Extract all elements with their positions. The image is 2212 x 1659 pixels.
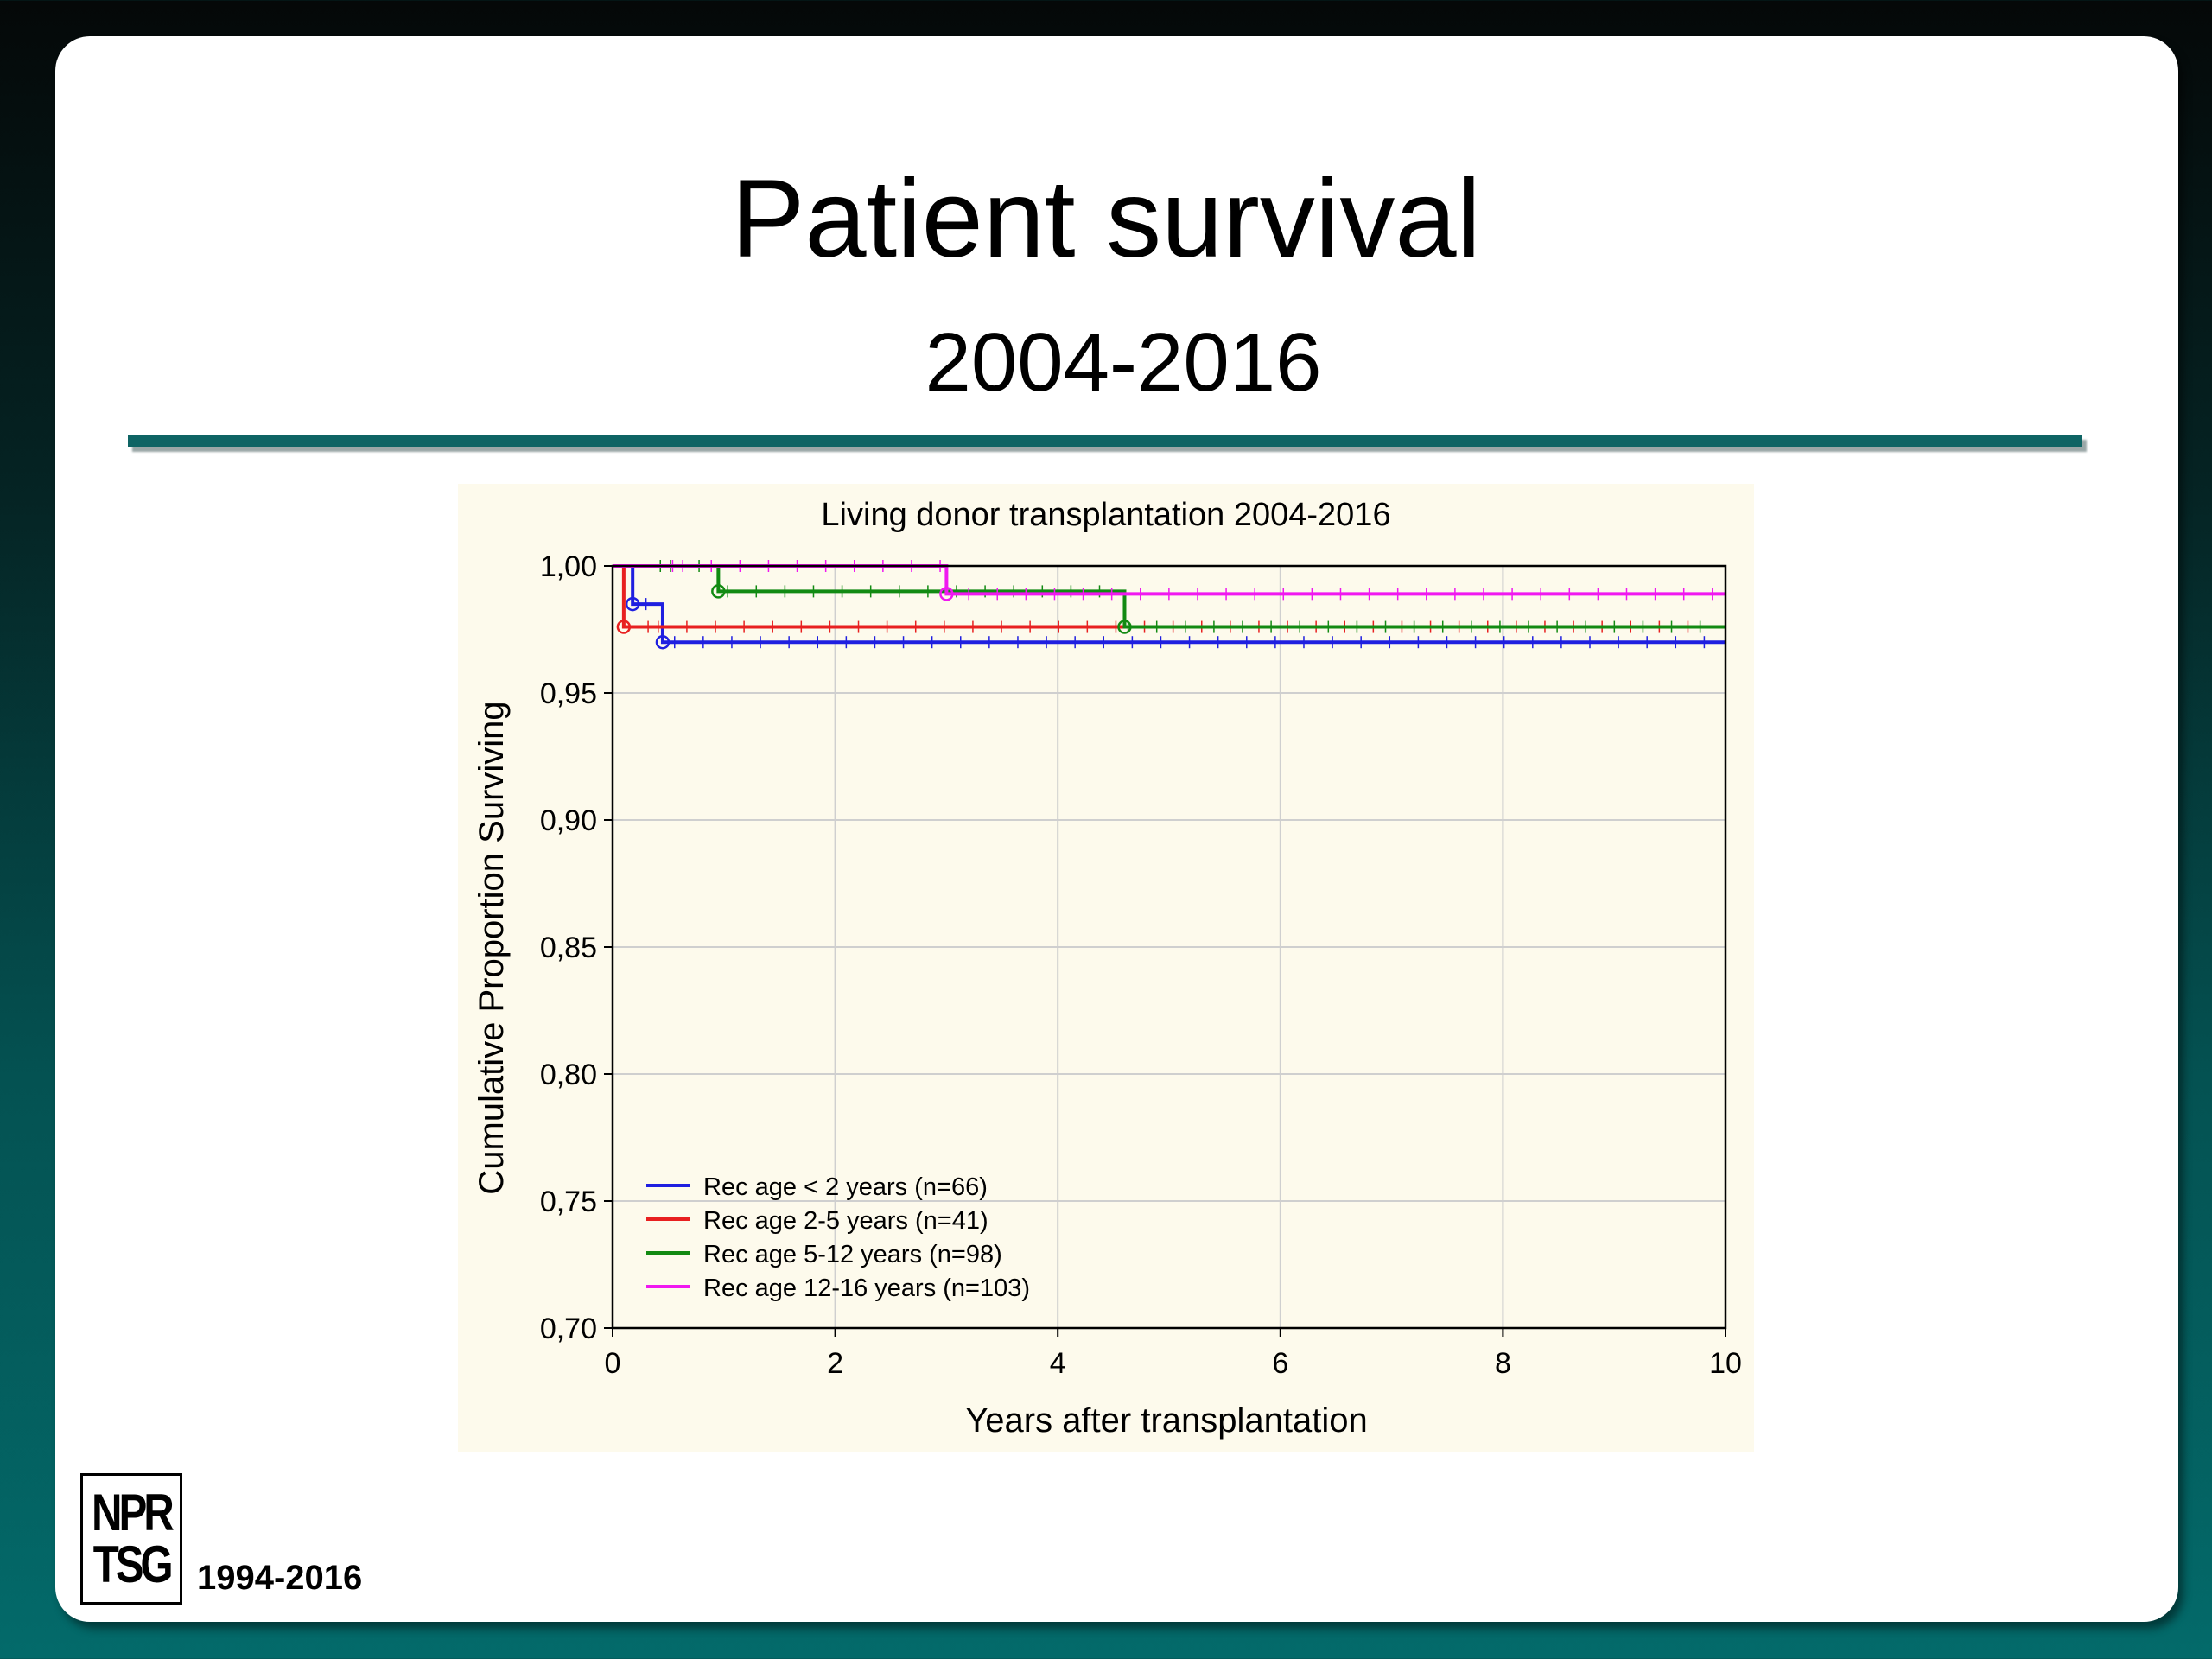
chart-title: Living donor transplantation 2004-2016 [821,497,1390,533]
legend: Rec age < 2 years (n=66) Rec age 2-5 year… [646,1173,1030,1302]
plot-frame [611,564,1727,1330]
survival-chart: Living donor transplantation 2004-2016 Y… [473,497,1742,1440]
event-marker [1117,620,1132,634]
y-tick-label: 0,85 [540,931,597,964]
y-tick-label: 1,00 [540,550,597,583]
y-axis-label: Cumulative Proportion Surviving [473,701,511,1194]
event-marker [711,584,726,599]
title-divider [128,435,2082,447]
logo-line-2: TSG [92,1535,174,1593]
series-lines [613,560,1726,650]
y-tick-label: 0,90 [540,804,597,837]
chart-panel: Living donor transplantation 2004-2016 Y… [458,484,1754,1452]
axis-ticks: 0 2 4 6 8 10 0,70 0,75 0,80 0,85 0,90 0,95 1,00 [540,550,1742,1380]
x-tick-label: 6 [1272,1347,1288,1380]
event-marker [655,634,671,650]
y-tick-label: 0,70 [540,1313,597,1345]
page-title: Patient survival [731,157,1481,281]
x-tick-label: 0 [605,1347,621,1380]
nprtsg-logo: NPR TSG [80,1473,182,1605]
x-axis-label: Years after transplantation [965,1402,1368,1440]
footer-years: 1994-2016 [197,1559,363,1597]
series-line [613,564,1726,645]
y-tick-label: 0,80 [540,1058,597,1091]
y-tick-label: 0,95 [540,677,597,710]
y-tick-label: 0,75 [540,1185,597,1218]
legend-label: Rec age 12-16 years (n=103) [703,1274,1030,1302]
page-subtitle: 2004-2016 [925,316,1322,409]
legend-label: Rec age 2-5 years (n=41) [703,1207,988,1235]
event-marker [616,620,632,634]
logo-line-1: NPR [92,1484,175,1541]
legend-label: Rec age < 2 years (n=66) [703,1173,988,1201]
x-tick-label: 10 [1709,1347,1742,1380]
x-tick-label: 4 [1050,1347,1066,1380]
grid-lines [613,566,1726,1328]
x-tick-label: 8 [1495,1347,1511,1380]
legend-label: Rec age 5-12 years (n=98) [703,1241,1002,1268]
event-marker [939,587,954,601]
event-marker [625,596,640,612]
x-tick-label: 2 [827,1347,843,1380]
